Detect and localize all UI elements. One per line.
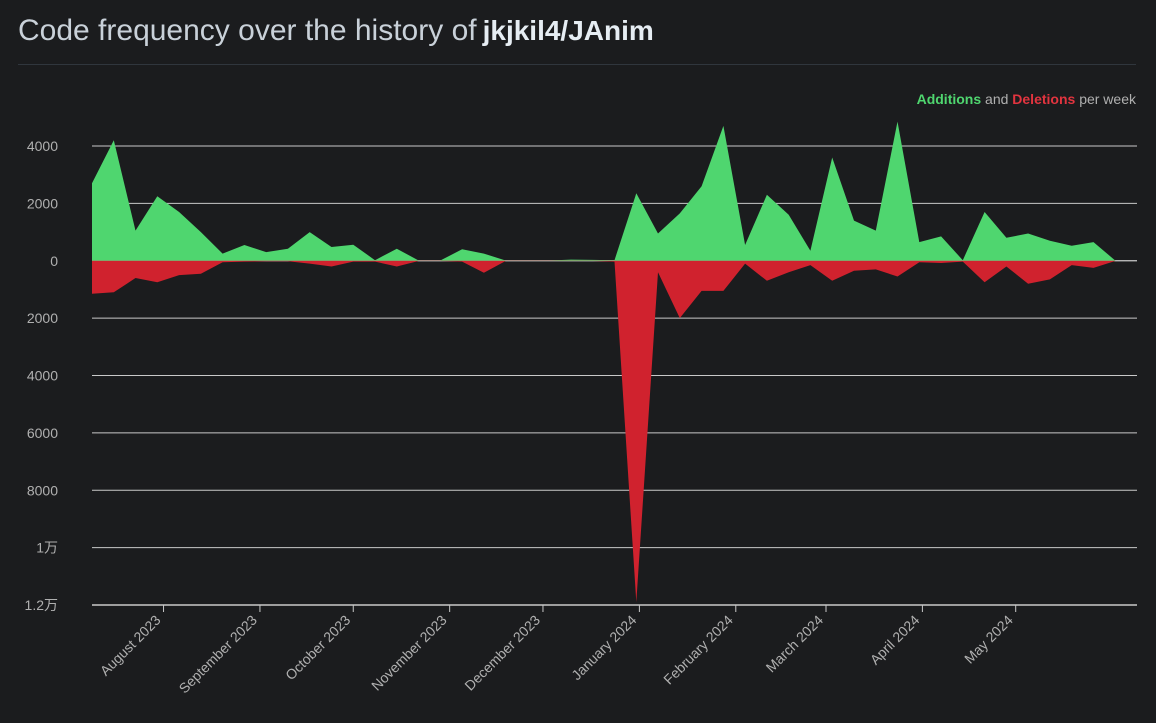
repo-name: jkjkil4/JAnim	[482, 15, 654, 46]
page-header: Code frequency over the history of jkjki…	[18, 12, 1136, 65]
series-area-additions	[92, 121, 1116, 261]
legend-deletions: Deletions	[1012, 91, 1075, 107]
x-tick-label: November 2023	[368, 612, 450, 694]
x-tick-label: August 2023	[97, 612, 164, 679]
x-tick-label: February 2024	[660, 612, 736, 688]
y-tick-label: 1.2万	[25, 597, 58, 613]
x-tick-label: December 2023	[461, 612, 543, 694]
legend-additions: Additions	[917, 91, 982, 107]
y-tick-label: 1万	[36, 540, 58, 556]
y-tick-label: 8000	[27, 482, 58, 498]
y-tick-label: 4000	[27, 138, 58, 154]
y-tick-label: 6000	[27, 425, 58, 441]
x-tick-label: May 2024	[961, 612, 1016, 667]
legend-suffix: per week	[1079, 91, 1137, 107]
y-tick-label: 0	[50, 253, 58, 269]
x-tick-label: March 2024	[763, 612, 827, 676]
x-axis: August 2023 September 2023 October 2023 Nov…	[92, 604, 1137, 697]
x-tick-label: September 2023	[176, 612, 261, 697]
y-axis: 4000 2000 0 2000 4000 6000 8000 1万 1.2万	[25, 138, 59, 613]
grid-lines	[92, 145, 1137, 606]
series-area-deletions	[92, 260, 1116, 603]
y-tick-label: 2000	[27, 195, 58, 211]
plot-areas	[92, 121, 1116, 603]
chart-legend: Additions and Deletions per week	[917, 91, 1137, 107]
y-tick-label: 2000	[27, 310, 58, 326]
x-tick-label: October 2023	[282, 612, 353, 683]
legend-and: and	[985, 91, 1008, 107]
x-tick-label: January 2024	[568, 612, 639, 683]
y-tick-label: 4000	[27, 368, 58, 384]
page-title: Code frequency over the history of	[18, 14, 477, 47]
x-tick-label: April 2024	[867, 612, 923, 668]
